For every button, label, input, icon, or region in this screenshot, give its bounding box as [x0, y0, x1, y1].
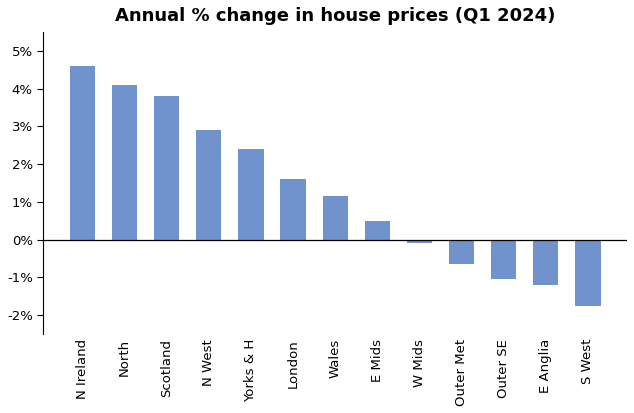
Bar: [365, 221, 390, 240]
Bar: [154, 96, 179, 240]
Bar: [238, 149, 264, 240]
Bar: [407, 240, 432, 244]
Bar: [112, 85, 137, 240]
Bar: [449, 240, 474, 264]
Bar: [70, 66, 95, 240]
Title: Annual % change in house prices (Q1 2024): Annual % change in house prices (Q1 2024…: [115, 7, 555, 25]
Bar: [533, 240, 559, 285]
Bar: [280, 179, 306, 240]
Bar: [491, 240, 516, 279]
Bar: [323, 196, 348, 240]
Bar: [575, 240, 600, 306]
Bar: [196, 130, 221, 240]
